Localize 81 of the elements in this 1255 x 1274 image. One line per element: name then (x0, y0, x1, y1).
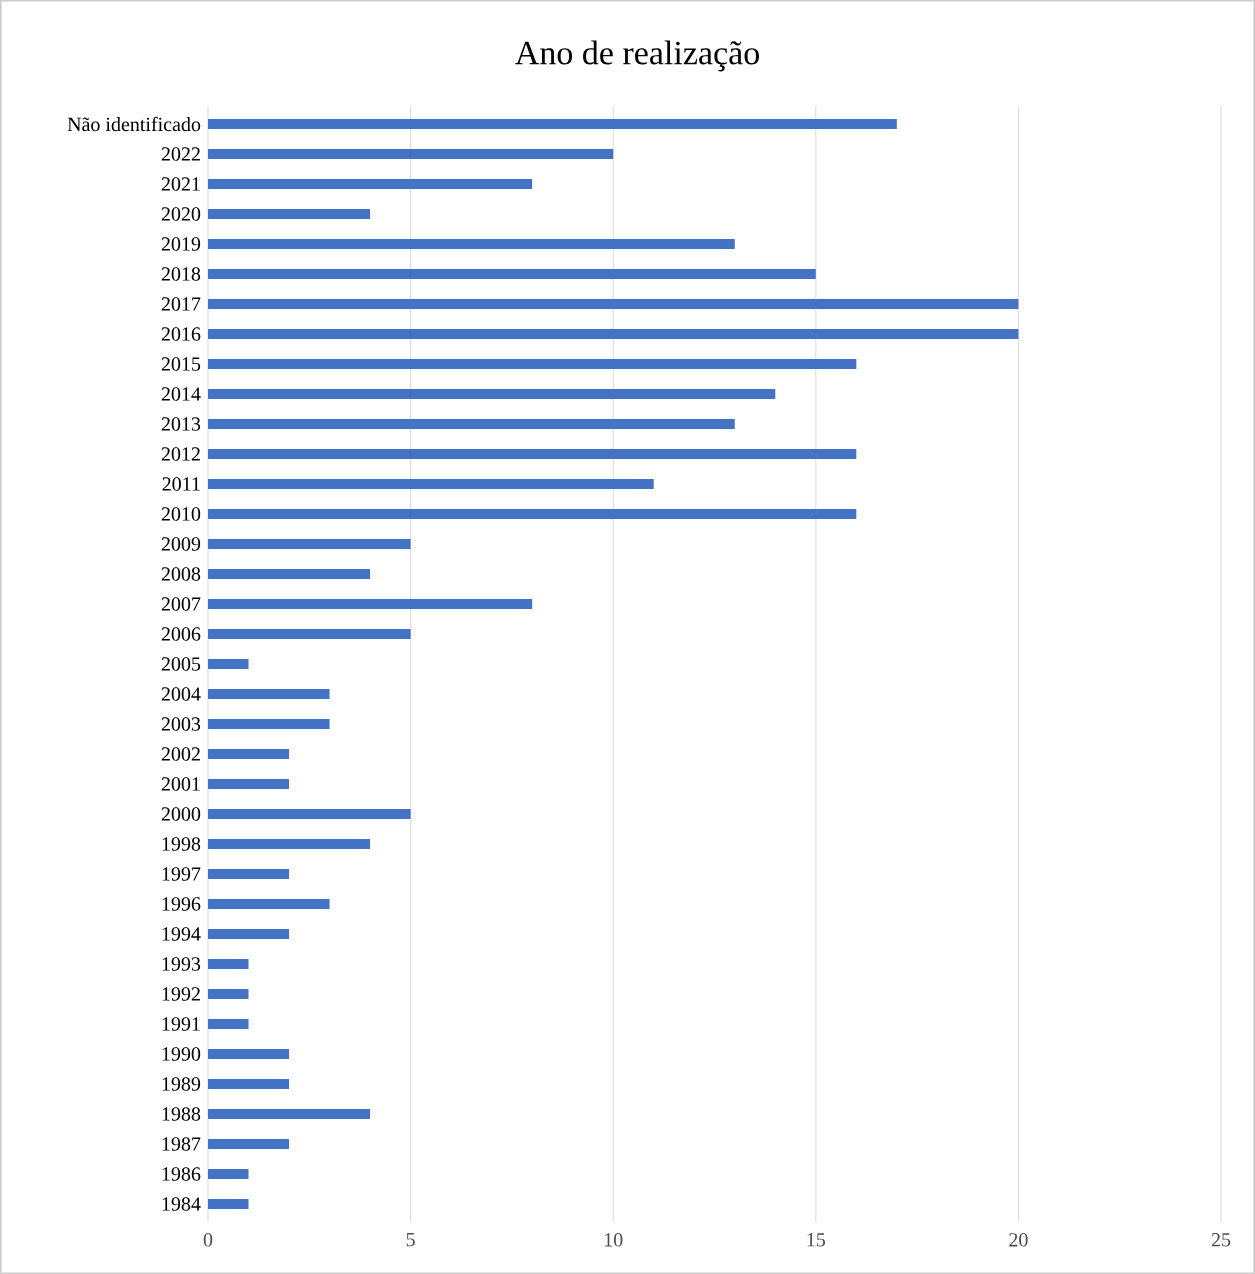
y-tick-label: 2006 (161, 627, 201, 641)
x-tick-label: 0 (203, 1233, 213, 1247)
y-tick-label: 2010 (161, 507, 201, 521)
y-tick-label: 1996 (162, 897, 201, 911)
y-tick-label: 2000 (161, 807, 201, 821)
y-tick-label: 2008 (161, 567, 201, 581)
bar (208, 1199, 249, 1210)
bar (208, 1139, 290, 1150)
y-tick-label: 1992 (162, 987, 200, 1001)
y-tick-label: 1989 (162, 1077, 201, 1091)
bar (208, 539, 411, 549)
x-tick-label: 5 (406, 1233, 415, 1247)
y-tick-label: 2020 (161, 207, 201, 221)
y-tick-label: 2022 (161, 147, 200, 161)
y-tick-label: 2012 (161, 447, 200, 461)
bar (208, 209, 371, 219)
y-tick-label: 2016 (161, 327, 201, 341)
bar (208, 659, 249, 670)
bar (208, 599, 533, 610)
y-tick-label: 1991 (162, 1017, 200, 1031)
bar (208, 869, 290, 880)
bar (208, 419, 735, 429)
y-tick-label: 2015 (161, 357, 201, 371)
y-tick-label: 1987 (162, 1137, 201, 1151)
y-tick-label: 2002 (161, 747, 200, 761)
bar (208, 749, 290, 760)
x-tick-label: 20 (1009, 1233, 1028, 1247)
bar (208, 899, 330, 910)
bar (208, 1109, 371, 1120)
bar (208, 1019, 249, 1030)
y-tick-label: 2018 (161, 267, 201, 281)
bar (208, 329, 1019, 339)
y-tick-label: 2007 (161, 597, 201, 611)
bar (208, 779, 290, 790)
y-tick-label: 2017 (161, 297, 201, 311)
y-tick-label: 1994 (162, 927, 201, 941)
chart-title: Ano de realização (515, 40, 759, 72)
bar (208, 989, 249, 1000)
bar (208, 809, 411, 820)
y-tick-label: Não identificado (67, 116, 201, 132)
bar (208, 1049, 290, 1060)
y-tick-label: 1990 (162, 1047, 201, 1061)
bar (208, 359, 857, 370)
bar (208, 389, 776, 400)
y-tick-label: 1986 (162, 1167, 201, 1181)
bar (208, 269, 816, 280)
y-tick-label: 2014 (161, 387, 201, 401)
bar (208, 479, 654, 490)
y-tick-label: 1988 (162, 1107, 201, 1121)
y-tick-label: 2009 (161, 537, 201, 551)
y-tick-label: 1984 (162, 1197, 201, 1211)
y-tick-label: 2004 (161, 687, 201, 701)
y-tick-label: 1998 (162, 837, 201, 851)
bar (208, 509, 857, 519)
y-tick-label: 2003 (161, 717, 201, 731)
x-tick-label: 25 (1211, 1233, 1231, 1247)
x-tick-label: 10 (604, 1233, 623, 1247)
y-tick-label: 2013 (161, 417, 201, 431)
y-tick-label: 2005 (161, 657, 201, 671)
bar (208, 1169, 249, 1180)
bar (208, 299, 1019, 310)
y-tick-label: 1993 (162, 957, 201, 971)
bar (208, 629, 411, 639)
bar (208, 929, 290, 940)
y-tick-label: 2001 (161, 777, 200, 791)
y-tick-label: 2011 (162, 477, 200, 491)
y-tick-label: 2021 (161, 177, 200, 191)
y-tick-label: 2019 (161, 237, 201, 251)
bar (208, 239, 735, 249)
bar (208, 689, 330, 700)
bar (208, 1079, 290, 1090)
bar (208, 179, 533, 190)
y-tick-label: 1997 (162, 867, 201, 881)
x-tick-label: 15 (807, 1233, 826, 1247)
bar (208, 149, 614, 159)
bar (208, 719, 330, 729)
bar (208, 569, 371, 580)
bar (208, 449, 857, 460)
bar (208, 119, 897, 129)
bar (208, 959, 249, 970)
bar (208, 839, 371, 850)
